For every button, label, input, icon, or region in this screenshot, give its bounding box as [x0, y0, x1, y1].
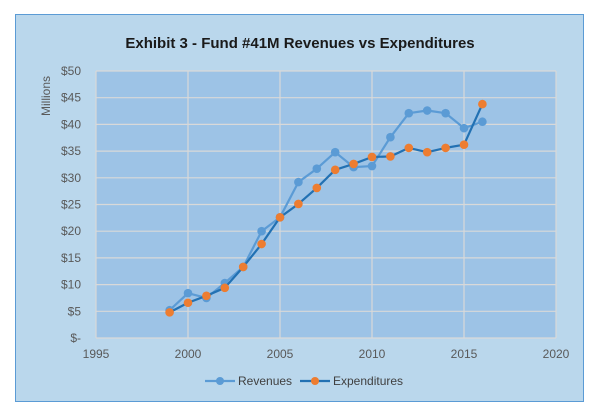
data-point-revenues: [478, 117, 487, 127]
y-tick-label: $10: [61, 278, 81, 292]
legend-item-revenues: Revenues: [205, 374, 292, 388]
y-tick-label: $-: [70, 331, 81, 345]
data-point-revenues: [459, 123, 469, 133]
data-point-revenues: [330, 147, 340, 157]
y-tick-label: $25: [61, 198, 81, 212]
y-tick-label: $45: [61, 91, 81, 105]
data-point-expenditures: [422, 147, 432, 157]
legend-label: Expenditures: [333, 374, 403, 388]
series-expenditures: [165, 99, 487, 317]
data-point-expenditures: [294, 199, 303, 209]
data-point-expenditures: [312, 183, 322, 193]
data-point-expenditures: [330, 165, 340, 175]
data-point-expenditures: [238, 262, 248, 272]
x-tick-label: 1995: [83, 347, 110, 361]
y-tick-label: $20: [61, 224, 81, 238]
data-point-expenditures: [459, 140, 469, 149]
y-tick-label: $40: [61, 117, 81, 131]
y-tick-label: $50: [61, 64, 81, 78]
series-layer: [165, 99, 487, 317]
legend: Revenues Expenditures: [205, 374, 403, 388]
data-point-revenues: [257, 226, 266, 236]
x-axis-ticks: 1995 2000 2005 2010 2015 2020: [83, 347, 570, 361]
data-point-expenditures: [441, 143, 450, 153]
data-point-expenditures: [275, 213, 285, 222]
legend-marker-icon: [216, 377, 224, 385]
data-point-expenditures: [367, 152, 377, 162]
data-point-expenditures: [349, 159, 358, 169]
x-tick-label: 2010: [359, 347, 386, 361]
legend-item-expenditures: Expenditures: [300, 374, 403, 388]
data-point-revenues: [367, 161, 377, 171]
data-point-expenditures: [165, 308, 174, 317]
y-tick-label: $30: [61, 171, 81, 185]
x-tick-label: 2015: [451, 347, 478, 361]
legend-label: Revenues: [238, 374, 292, 388]
data-point-expenditures: [220, 283, 230, 293]
y-axis-label: Millions: [39, 76, 53, 116]
data-point-expenditures: [257, 239, 266, 249]
x-tick-label: 2000: [175, 347, 202, 361]
data-point-expenditures: [478, 99, 487, 109]
data-point-revenues: [183, 288, 193, 298]
y-tick-label: $5: [68, 304, 82, 318]
x-tick-label: 2005: [267, 347, 294, 361]
y-tick-label: $15: [61, 251, 81, 265]
data-point-revenues: [441, 108, 450, 118]
data-point-revenues: [312, 164, 322, 174]
x-tick-label: 2020: [543, 347, 570, 361]
chart-title: Exhibit 3 - Fund #41M Revenues vs Expend…: [125, 35, 474, 52]
data-point-revenues: [294, 177, 303, 187]
y-axis-ticks: $- $5 $10 $15 $20 $25 $30 $35 $40 $45 $50: [61, 64, 81, 345]
data-point-expenditures: [404, 143, 414, 153]
legend-marker-icon: [311, 377, 319, 385]
data-point-expenditures: [183, 298, 193, 308]
data-point-expenditures: [386, 152, 395, 161]
data-point-expenditures: [202, 291, 211, 301]
y-tick-label: $35: [61, 144, 81, 158]
data-point-revenues: [404, 108, 414, 118]
data-point-revenues: [422, 106, 432, 115]
data-point-revenues: [386, 132, 395, 142]
